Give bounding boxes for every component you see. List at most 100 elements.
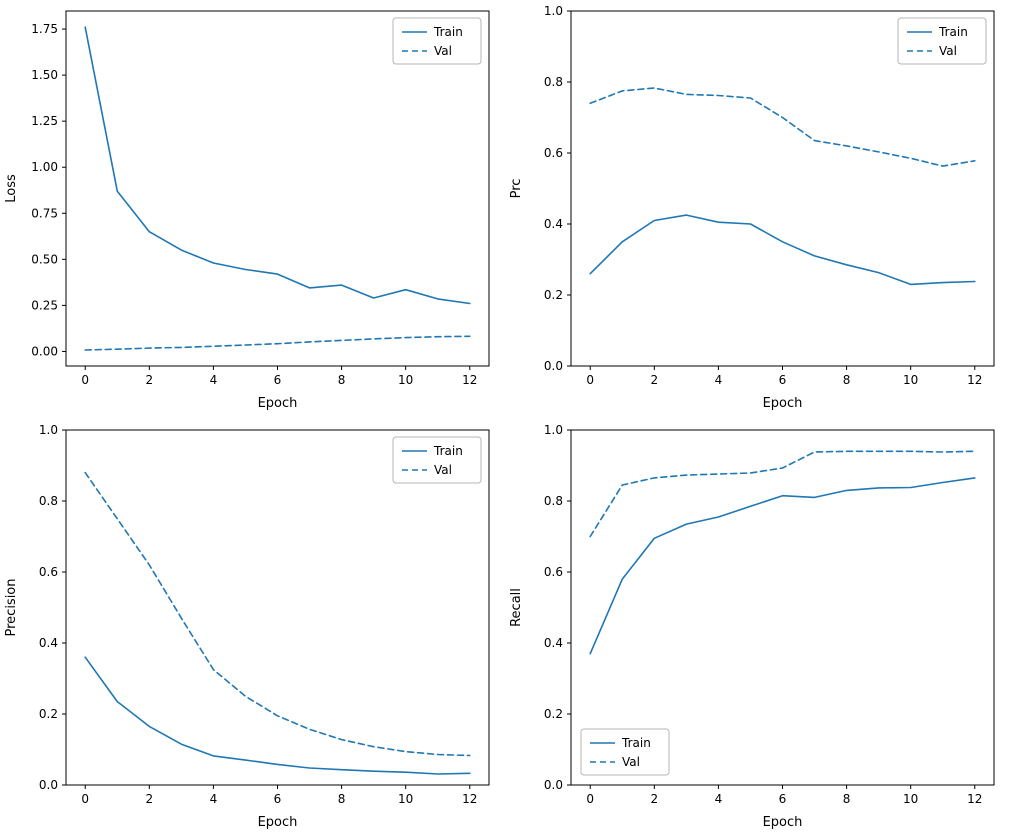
plot-border (65, 429, 490, 786)
y-tick-label: 0.4 (544, 636, 563, 650)
plot-border (65, 10, 490, 367)
y-tick-label: 0.0 (544, 359, 563, 373)
y-axis-label: Loss (4, 174, 19, 203)
legend-val-label: Val (939, 44, 957, 58)
legend-train-label: Train (938, 25, 968, 39)
x-tick-label: 2 (145, 373, 153, 387)
y-tick-label: 1.0 (544, 4, 563, 18)
series-val-line (84, 471, 471, 757)
x-tick-label: 0 (81, 373, 89, 387)
x-tick-label: 4 (715, 792, 723, 806)
y-tick-label: 0.4 (544, 217, 563, 231)
x-tick-label: 2 (650, 373, 658, 387)
legend: Train Val (392, 436, 482, 484)
y-tick-label: 0.25 (31, 298, 58, 312)
y-tick-label: 0.00 (31, 344, 58, 358)
y-tick-label: 0.2 (39, 707, 58, 721)
y-tick-label: 0.0 (39, 778, 58, 792)
chart-loss: 0 2 4 6 8 10 12 0.00 0.25 0.50 0.75 1.00 1.25 1.50 1.7… (0, 0, 505, 419)
legend: Train Val (580, 728, 670, 776)
legend-frame (392, 436, 482, 484)
y-tick-label: 1.0 (39, 423, 58, 437)
x-tick-label: 2 (145, 792, 153, 806)
x-tick-label: 4 (210, 792, 218, 806)
y-tick-label: 0.6 (544, 146, 563, 160)
y-tick-label: 1.0 (544, 423, 563, 437)
x-axis: 0 2 4 6 8 10 12 (586, 366, 982, 387)
y-tick-label: 0.6 (544, 565, 563, 579)
legend-val-label: Val (434, 463, 452, 477)
x-tick-label: 8 (338, 373, 346, 387)
y-axis: 0.00 0.25 0.50 0.75 1.00 1.25 1.50 1.75 (31, 22, 66, 358)
x-axis-label: Epoch (258, 815, 298, 830)
y-axis-label: Prc (509, 179, 524, 199)
x-tick-label: 0 (586, 373, 594, 387)
x-axis: 0 2 4 6 8 10 12 (586, 785, 982, 806)
y-tick-label: 0.8 (39, 494, 58, 508)
plot-border (570, 429, 995, 786)
x-axis-label: Epoch (258, 396, 298, 411)
y-tick-label: 0.50 (31, 252, 58, 266)
plot-border (570, 10, 995, 367)
x-tick-label: 2 (650, 792, 658, 806)
series-val-line (84, 335, 471, 351)
x-tick-label: 0 (586, 792, 594, 806)
chart-prc: 0 2 4 6 8 10 12 0.0 0.2 0.4 0.6 0.8 1.0 Epoch Prc Train… (505, 0, 1010, 419)
y-tick-label: 1.25 (31, 114, 58, 128)
legend: Train Val (897, 17, 987, 65)
y-tick-label: 0.2 (544, 288, 563, 302)
y-axis: 0.0 0.2 0.4 0.6 0.8 1.0 (544, 423, 571, 792)
x-tick-label: 8 (843, 373, 851, 387)
y-tick-label: 0.8 (544, 75, 563, 89)
x-tick-label: 4 (715, 373, 723, 387)
chart-svg-precision: 0 2 4 6 8 10 12 0.0 0.2 0.4 0.6 0.8 1.0 Epoch Precisio… (4, 423, 490, 830)
x-tick-label: 6 (779, 792, 787, 806)
series-val-line (589, 450, 976, 538)
series-train-line (84, 26, 471, 305)
y-axis-label: Precision (4, 578, 19, 636)
legend: Train Val (392, 17, 482, 65)
x-tick-label: 10 (903, 792, 918, 806)
x-tick-label: 12 (462, 792, 477, 806)
legend-frame (897, 17, 987, 65)
legend-frame (580, 728, 670, 776)
legend-train-label: Train (433, 25, 463, 39)
x-tick-label: 10 (398, 373, 413, 387)
series-train-line (84, 656, 471, 775)
series-train-line (589, 214, 976, 286)
y-tick-label: 0.6 (39, 565, 58, 579)
x-axis-label: Epoch (763, 396, 803, 411)
x-axis: 0 2 4 6 8 10 12 (81, 785, 477, 806)
y-tick-label: 0.2 (544, 707, 563, 721)
chart-svg-recall: 0 2 4 6 8 10 12 0.0 0.2 0.4 0.6 0.8 1.0 Epoch Recall Tr… (509, 423, 995, 830)
x-tick-label: 8 (843, 792, 851, 806)
chart-svg-loss: 0 2 4 6 8 10 12 0.00 0.25 0.50 0.75 1.00 1.25 1.50 1.7… (4, 10, 490, 411)
x-axis: 0 2 4 6 8 10 12 (81, 366, 477, 387)
y-axis: 0.0 0.2 0.4 0.6 0.8 1.0 (39, 423, 66, 792)
y-axis-label: Recall (509, 588, 524, 627)
chart-precision: 0 2 4 6 8 10 12 0.0 0.2 0.4 0.6 0.8 1.0 Epoch Precisio… (0, 419, 505, 838)
series-val-line (589, 87, 976, 167)
x-tick-label: 8 (338, 792, 346, 806)
x-tick-label: 10 (903, 373, 918, 387)
x-tick-label: 6 (274, 792, 282, 806)
chart-recall: 0 2 4 6 8 10 12 0.0 0.2 0.4 0.6 0.8 1.0 Epoch Recall Tr… (505, 419, 1010, 838)
x-tick-label: 10 (398, 792, 413, 806)
series-train-line (589, 477, 976, 655)
legend-val-label: Val (622, 755, 640, 769)
x-tick-label: 0 (81, 792, 89, 806)
y-axis: 0.0 0.2 0.4 0.6 0.8 1.0 (544, 4, 571, 373)
x-tick-label: 12 (967, 792, 982, 806)
legend-frame (392, 17, 482, 65)
legend-train-label: Train (621, 736, 651, 750)
y-tick-label: 0.4 (39, 636, 58, 650)
legend-train-label: Train (433, 444, 463, 458)
chart-svg-prc: 0 2 4 6 8 10 12 0.0 0.2 0.4 0.6 0.8 1.0 Epoch Prc Train… (509, 4, 995, 411)
x-axis-label: Epoch (763, 815, 803, 830)
y-tick-label: 0.75 (31, 206, 58, 220)
y-tick-label: 1.00 (31, 160, 58, 174)
x-tick-label: 6 (274, 373, 282, 387)
x-tick-label: 12 (462, 373, 477, 387)
x-tick-label: 12 (967, 373, 982, 387)
